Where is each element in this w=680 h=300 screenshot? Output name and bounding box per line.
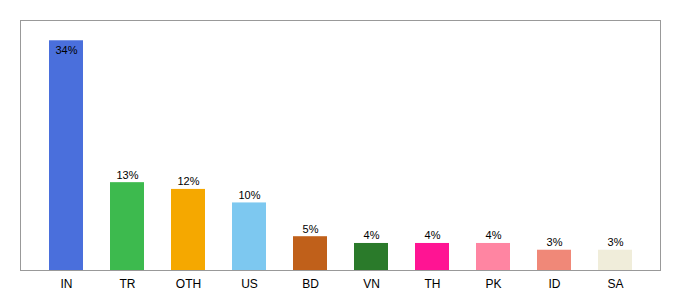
svg-text:5%: 5% bbox=[303, 223, 319, 235]
svg-text:OTH: OTH bbox=[176, 277, 201, 291]
svg-text:34%: 34% bbox=[55, 44, 77, 56]
svg-text:IN: IN bbox=[61, 277, 73, 291]
svg-text:4%: 4% bbox=[486, 229, 502, 241]
svg-text:13%: 13% bbox=[116, 169, 138, 181]
svg-text:3%: 3% bbox=[547, 236, 563, 248]
svg-text:BD: BD bbox=[302, 277, 319, 291]
svg-text:4%: 4% bbox=[425, 229, 441, 241]
svg-text:TH: TH bbox=[425, 277, 441, 291]
svg-text:TR: TR bbox=[120, 277, 136, 291]
svg-text:12%: 12% bbox=[177, 175, 199, 187]
svg-text:10%: 10% bbox=[238, 189, 260, 201]
svg-text:SA: SA bbox=[607, 277, 623, 291]
svg-text:3%: 3% bbox=[608, 236, 624, 248]
svg-text:US: US bbox=[241, 277, 258, 291]
svg-text:4%: 4% bbox=[364, 229, 380, 241]
svg-text:VN: VN bbox=[363, 277, 380, 291]
svg-text:ID: ID bbox=[549, 277, 561, 291]
svg-text:PK: PK bbox=[485, 277, 501, 291]
